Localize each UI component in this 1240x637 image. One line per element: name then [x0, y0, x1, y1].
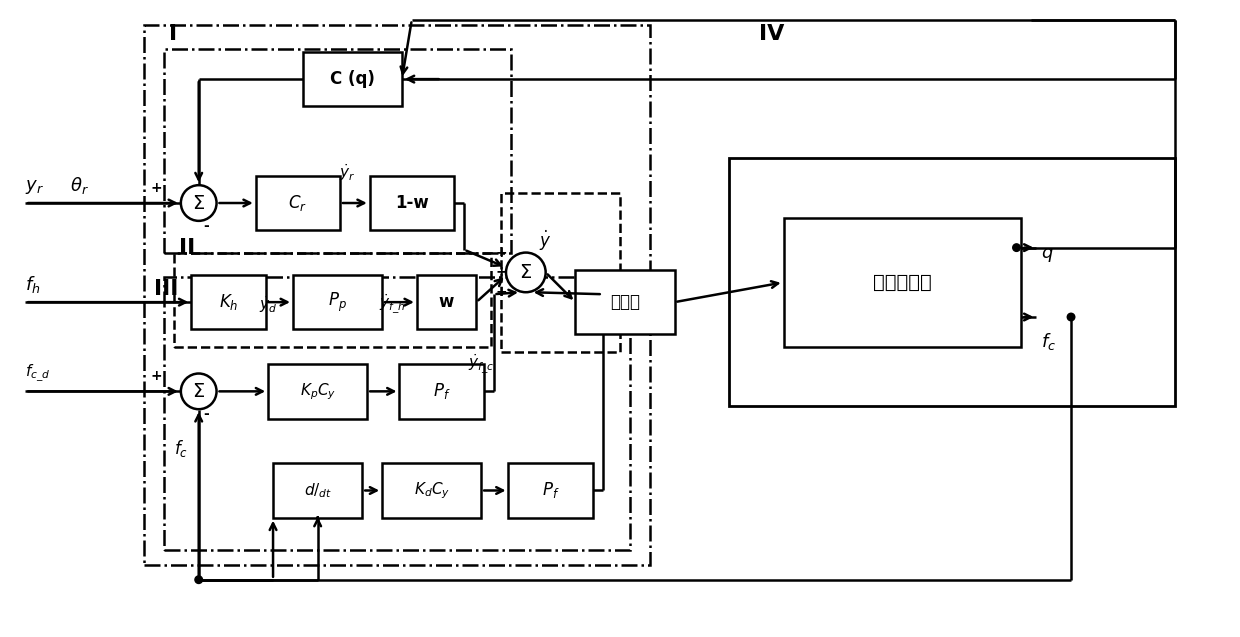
Text: 1-w: 1-w	[396, 194, 429, 212]
Text: +: +	[495, 266, 507, 280]
Text: -: -	[203, 219, 208, 233]
Bar	[399, 364, 484, 419]
Text: $y_r$: $y_r$	[25, 178, 45, 196]
Text: $P_f$: $P_f$	[433, 382, 450, 401]
Text: $\Sigma$: $\Sigma$	[520, 263, 532, 282]
Text: C (q): C (q)	[330, 70, 374, 88]
Text: 求解器: 求解器	[610, 293, 640, 311]
Text: +: +	[150, 181, 162, 195]
Text: $f_h$: $f_h$	[25, 274, 41, 295]
Text: $f_c$: $f_c$	[174, 438, 188, 459]
Circle shape	[195, 576, 202, 583]
Text: +: +	[495, 285, 507, 299]
Text: $\dot{y}$: $\dot{y}$	[539, 229, 552, 253]
Bar	[729, 159, 1176, 406]
Text: I: I	[169, 24, 177, 45]
Text: $d/_{dt}$: $d/_{dt}$	[304, 481, 332, 500]
Bar	[268, 364, 367, 419]
Bar	[255, 176, 340, 231]
Bar	[174, 253, 491, 347]
Text: $\dot{y}_{f\_c}$: $\dot{y}_{f\_c}$	[467, 352, 495, 375]
Text: q: q	[1042, 243, 1053, 262]
Text: -: -	[203, 407, 208, 421]
Text: $\theta_r$: $\theta_r$	[69, 175, 89, 196]
Bar	[501, 193, 620, 352]
Text: $C_r$: $C_r$	[289, 193, 308, 213]
Circle shape	[181, 185, 217, 221]
Bar	[303, 52, 402, 106]
Text: $\dot{y}_r$: $\dot{y}_r$	[340, 162, 356, 183]
Circle shape	[506, 253, 546, 292]
Bar	[164, 50, 511, 253]
Circle shape	[181, 373, 217, 409]
Text: $P_p$: $P_p$	[329, 290, 347, 314]
Text: $\Sigma$: $\Sigma$	[192, 194, 205, 213]
Text: 开颅机器人: 开颅机器人	[873, 273, 932, 292]
Bar	[370, 176, 454, 231]
Text: +: +	[150, 369, 162, 383]
Text: IV: IV	[759, 24, 784, 45]
Circle shape	[1068, 313, 1075, 321]
Bar	[293, 275, 382, 329]
Bar	[575, 270, 675, 334]
Text: w: w	[439, 293, 454, 311]
Text: $\dot{y}_d$: $\dot{y}_d$	[259, 294, 278, 315]
Text: $\dot{y}_{f\_h}$: $\dot{y}_{f\_h}$	[378, 292, 405, 315]
Text: $f_c$: $f_c$	[1042, 331, 1056, 352]
Bar	[382, 463, 481, 518]
Text: $K_h$: $K_h$	[218, 292, 238, 312]
Bar	[784, 218, 1022, 347]
Bar	[164, 277, 630, 550]
Bar	[417, 275, 476, 329]
Bar	[144, 25, 650, 565]
Text: $K_pC_y$: $K_pC_y$	[300, 381, 336, 402]
Bar	[273, 463, 362, 518]
Bar	[508, 463, 593, 518]
Text: III: III	[154, 279, 179, 299]
Text: $\Sigma$: $\Sigma$	[192, 382, 205, 401]
Text: $P_f$: $P_f$	[542, 480, 559, 501]
Text: +: +	[495, 246, 507, 260]
Circle shape	[1013, 244, 1021, 252]
Text: $K_dC_y$: $K_dC_y$	[413, 480, 450, 501]
Bar	[191, 275, 265, 329]
Text: II: II	[179, 238, 195, 257]
Text: $f_{c\_d}$: $f_{c\_d}$	[25, 363, 51, 384]
